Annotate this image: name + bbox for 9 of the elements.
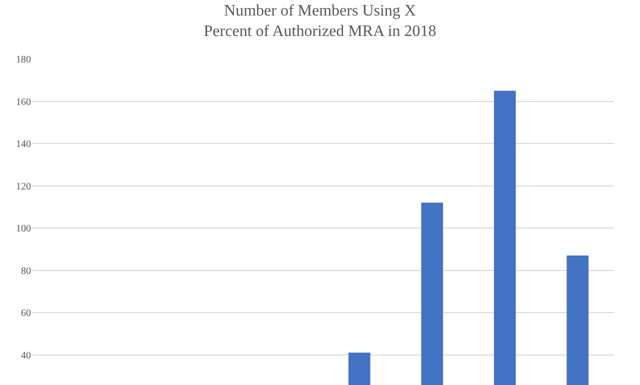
y-tick-label: 60 — [21, 308, 31, 320]
y-tick-label: 40 — [21, 350, 31, 362]
y-tick-label: 180 — [16, 54, 31, 66]
chart-title: Number of Members Using X Percent of Authorized MRA in 2018 — [204, 2, 436, 40]
y-tick-label: 160 — [16, 96, 31, 108]
y-tick-label: 80 — [21, 266, 31, 277]
y-tick-label: 120 — [16, 181, 31, 192]
y-tick-label: 140 — [16, 139, 31, 150]
y-tick-label: 100 — [16, 224, 31, 235]
